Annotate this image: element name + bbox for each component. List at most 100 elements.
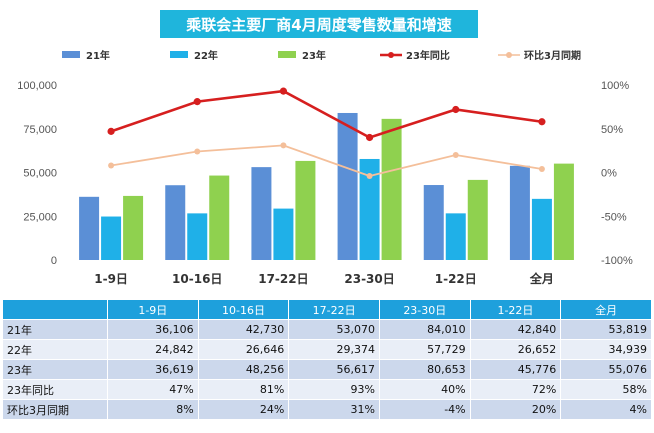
bar <box>251 167 272 260</box>
chart-svg: 21年 22年 23年 23年同比 环比3月同期 0 25,000 50,000 75,000… <box>17 49 633 286</box>
bar <box>531 198 552 260</box>
right-axis-tick-label: -50% <box>601 211 627 223</box>
table-cell: 20% <box>469 399 562 420</box>
table-cell: 48,256 <box>197 359 290 380</box>
table-row: 22年 24,842 26,646 29,374 57,729 26,652 3… <box>2 339 652 360</box>
lines <box>107 87 546 179</box>
right-axis-tick-label: 0% <box>601 168 617 180</box>
data-table: 1-9日 10-16日 17-22日 23-30日 1-22日 全月 21年 3… <box>2 299 652 420</box>
legend-label: 21年 <box>86 49 110 62</box>
legend-swatch <box>170 51 188 58</box>
line-point <box>279 87 288 95</box>
table-cell: 80,653 <box>378 359 471 380</box>
table-cell: 36,106 <box>107 319 199 340</box>
right-axis-tick-label: -100% <box>601 255 633 267</box>
bar <box>337 112 358 260</box>
bars <box>79 112 574 261</box>
category-label: 17-22日 <box>258 272 308 286</box>
line-point <box>107 127 115 135</box>
table-cell: 55,076 <box>560 359 652 380</box>
left-axis-tick-label: 0 <box>51 255 57 267</box>
table-cell: 34,939 <box>560 339 652 360</box>
table-row: 23年同比 47% 81% 93% 40% 72% 58% <box>2 379 652 400</box>
category-label: 23-30日 <box>344 272 394 286</box>
bar <box>359 158 380 260</box>
line-point <box>365 133 374 142</box>
bar <box>509 165 530 260</box>
right-axis-ticks: -100% -50% 0% 50% 100% <box>601 80 633 267</box>
line-point <box>108 162 115 169</box>
legend-marker <box>506 52 512 58</box>
bar <box>553 163 574 260</box>
table-cell: -4% <box>378 399 471 420</box>
legend-swatch <box>278 51 296 58</box>
table-cell: 42,730 <box>197 319 290 340</box>
bar <box>381 118 402 261</box>
category-labels: 1-9日 10-16日 17-22日 23-30日 1-22日 全月 <box>94 271 554 286</box>
table-cell: 4% <box>560 399 652 420</box>
bar <box>187 213 208 260</box>
table-cell: 24,842 <box>107 339 199 360</box>
table-cell: 58% <box>560 379 652 400</box>
legend-swatch <box>62 51 80 58</box>
legend-marker <box>388 52 394 58</box>
legend-label: 23年同比 <box>406 49 450 62</box>
series-line <box>110 144 543 177</box>
row-label: 23年 <box>2 359 108 380</box>
row-label: 21年 <box>2 319 108 340</box>
table-cell: 42,840 <box>469 319 562 340</box>
table-cell: 36,619 <box>107 359 199 380</box>
bar <box>445 213 466 260</box>
category-label: 1-9日 <box>94 272 128 286</box>
table-cell: 40% <box>378 379 471 400</box>
left-axis-tick-label: 50,000 <box>23 168 57 180</box>
table-row: 环比3月同期 8% 24% 31% -4% 20% 4% <box>2 399 652 420</box>
legend-label: 23年 <box>302 49 326 62</box>
line-point <box>538 118 546 126</box>
table-row: 21年 36,106 42,730 53,070 84,010 42,840 5… <box>2 319 652 340</box>
table-header-cell: 23-30日 <box>378 299 471 320</box>
bar <box>423 185 444 260</box>
left-axis-ticks: 0 25,000 50,000 75,000 100,000 <box>17 80 57 267</box>
table-cell: 53,070 <box>288 319 380 340</box>
bar <box>273 208 294 260</box>
table-cell: 26,652 <box>469 339 562 360</box>
left-axis-tick-label: 75,000 <box>23 124 57 136</box>
table-header-cell: 1-22日 <box>469 299 562 320</box>
table-header-cell: 17-22日 <box>288 299 380 320</box>
row-label: 环比3月同期 <box>2 399 108 420</box>
line-point <box>193 98 201 106</box>
table-cell: 57,729 <box>378 339 471 360</box>
series-line <box>110 89 543 139</box>
right-axis-tick-label: 100% <box>601 80 629 92</box>
table-cell: 8% <box>107 399 199 420</box>
bar <box>467 179 488 260</box>
line-point <box>366 173 373 179</box>
table-cell: 84,010 <box>378 319 471 340</box>
line-point <box>280 142 287 149</box>
table-cell: 81% <box>197 379 290 400</box>
left-axis-tick-label: 100,000 <box>17 80 57 92</box>
table-row: 23年 36,619 48,256 56,617 80,653 45,776 5… <box>2 359 652 380</box>
bar <box>101 216 122 260</box>
category-label: 10-16日 <box>172 272 222 286</box>
bar <box>295 160 316 260</box>
table-cell: 29,374 <box>288 339 380 360</box>
table-header-cell: 全月 <box>560 299 652 320</box>
line-point <box>452 152 459 158</box>
bar <box>123 195 144 260</box>
right-axis-tick-label: 50% <box>601 124 623 136</box>
chart-title: 乘联会主要厂商4月周度零售数量和增速 <box>160 10 478 38</box>
row-label: 22年 <box>2 339 108 360</box>
table-header-cell: 10-16日 <box>197 299 290 320</box>
bar <box>79 196 100 260</box>
table-cell: 31% <box>288 399 380 420</box>
line-point <box>538 166 545 172</box>
table-cell: 56,617 <box>288 359 380 380</box>
table-cell: 45,776 <box>469 359 562 380</box>
legend: 21年 22年 23年 23年同比 环比3月同期 <box>62 49 581 62</box>
line-point <box>194 148 201 155</box>
legend-label: 22年 <box>194 49 218 62</box>
table-cell: 24% <box>197 399 290 420</box>
bar <box>165 185 186 260</box>
